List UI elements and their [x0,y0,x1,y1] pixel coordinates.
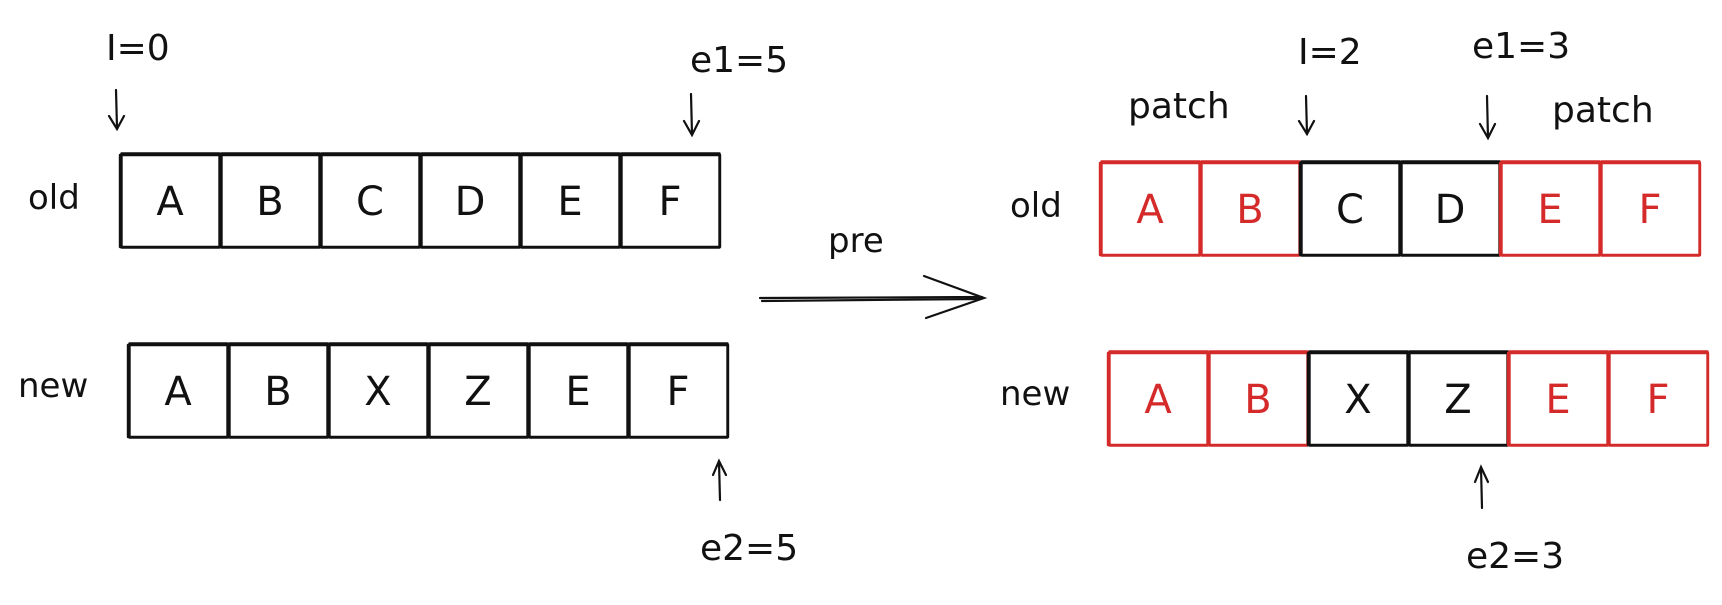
left-new-cell-text: F [666,369,689,415]
left-old-cell: F [618,152,722,249]
right-e2-pointer-arrow-icon [1473,464,1490,510]
left-old-cell: B [218,152,322,249]
left-new-cell-text: Z [464,369,491,415]
left-new-cell: X [326,342,430,439]
right-old-cell-text: C [1336,187,1364,233]
right-patch-label-right: patch [1552,90,1654,131]
right-i-pointer-label: I=2 [1298,32,1362,73]
right-new-cell-text: E [1545,377,1570,423]
left-old-row: A B C D E F [118,152,722,249]
left-new-cell-text: E [565,369,590,415]
right-old-cell-text: F [1638,187,1661,233]
left-new-cell: Z [426,342,530,439]
right-old-cell: D [1398,160,1502,257]
right-new-cell: F [1606,350,1710,447]
right-new-cell-text: A [1144,377,1172,423]
right-e1-pointer-arrow-icon [1478,94,1497,141]
transition: pre [758,221,988,320]
left-old-row-label: old [28,178,80,218]
right-old-cell: B [1198,160,1302,257]
left-new-cell: A [126,342,230,439]
right-old-cell: C [1298,160,1402,257]
left-e1-pointer-arrow-icon [682,92,701,138]
left-e1-pointer-label: e1=5 [690,40,788,81]
right-new-cell-text: X [1344,377,1371,423]
right-new-cell: A [1106,350,1210,447]
transition-arrow-icon [758,274,988,320]
right-old-cell-text: E [1537,187,1562,233]
left-old-cell: C [318,152,422,249]
right-e1-pointer-label: e1=3 [1472,26,1570,67]
left-new-cell-box-sketch [628,342,729,439]
right-state: old A B C D E F new A B X Z E F patch patch I=2 e1… [1000,26,1710,577]
right-patch-label-left: patch [1128,86,1230,127]
left-i-pointer-arrow-icon [107,88,126,132]
left-old-cell-text: F [658,179,681,225]
left-old-cell: E [518,152,622,249]
right-new-cell: X [1306,350,1410,447]
right-new-cell-box-sketch [1608,350,1709,447]
right-new-cell-text: Z [1444,377,1471,423]
right-new-row-label: new [1000,374,1070,414]
left-new-cell: F [626,342,730,439]
right-old-cell-text: D [1435,187,1466,233]
right-old-row-label: old [1010,186,1062,226]
right-new-cell-text: F [1646,377,1669,423]
left-new-cell-text: B [264,369,291,415]
left-new-cell: B [226,342,330,439]
right-old-cell: F [1598,160,1702,257]
left-old-cell-text: A [156,179,184,225]
transition-label: pre [828,221,884,261]
left-new-cell: E [526,342,630,439]
left-i-pointer-label: I=0 [106,28,170,69]
left-old-cell-box-sketch [620,152,721,249]
right-old-row: A B C D E F [1098,160,1702,257]
left-new-row-label: new [18,366,88,406]
left-new-cell-text: A [164,369,192,415]
right-old-cell-text: B [1236,187,1263,233]
left-old-cell: A [118,152,222,249]
left-old-cell-text: E [557,179,582,225]
left-state: old A B C D E F new A B X Z E F I=0 e1=5 e2=5 [18,28,798,569]
right-old-cell: A [1098,160,1202,257]
right-new-cell: B [1206,350,1310,447]
right-new-cell-text: B [1244,377,1271,423]
right-new-cell: Z [1406,350,1510,447]
right-e2-pointer-label: e2=3 [1466,536,1564,577]
left-old-cell: D [418,152,522,249]
right-old-cell-box-sketch [1600,160,1701,257]
right-new-cell: E [1506,350,1610,447]
left-old-cell-text: C [356,179,384,225]
right-old-cell-text: A [1136,187,1164,233]
left-e2-pointer-label: e2=5 [700,528,798,569]
left-old-cell-text: D [455,179,486,225]
left-e2-pointer-arrow-icon [711,458,728,502]
left-new-cell-text: X [364,369,391,415]
left-old-cell-text: B [256,179,283,225]
right-old-cell: E [1498,160,1602,257]
right-i-pointer-arrow-icon [1297,94,1316,137]
